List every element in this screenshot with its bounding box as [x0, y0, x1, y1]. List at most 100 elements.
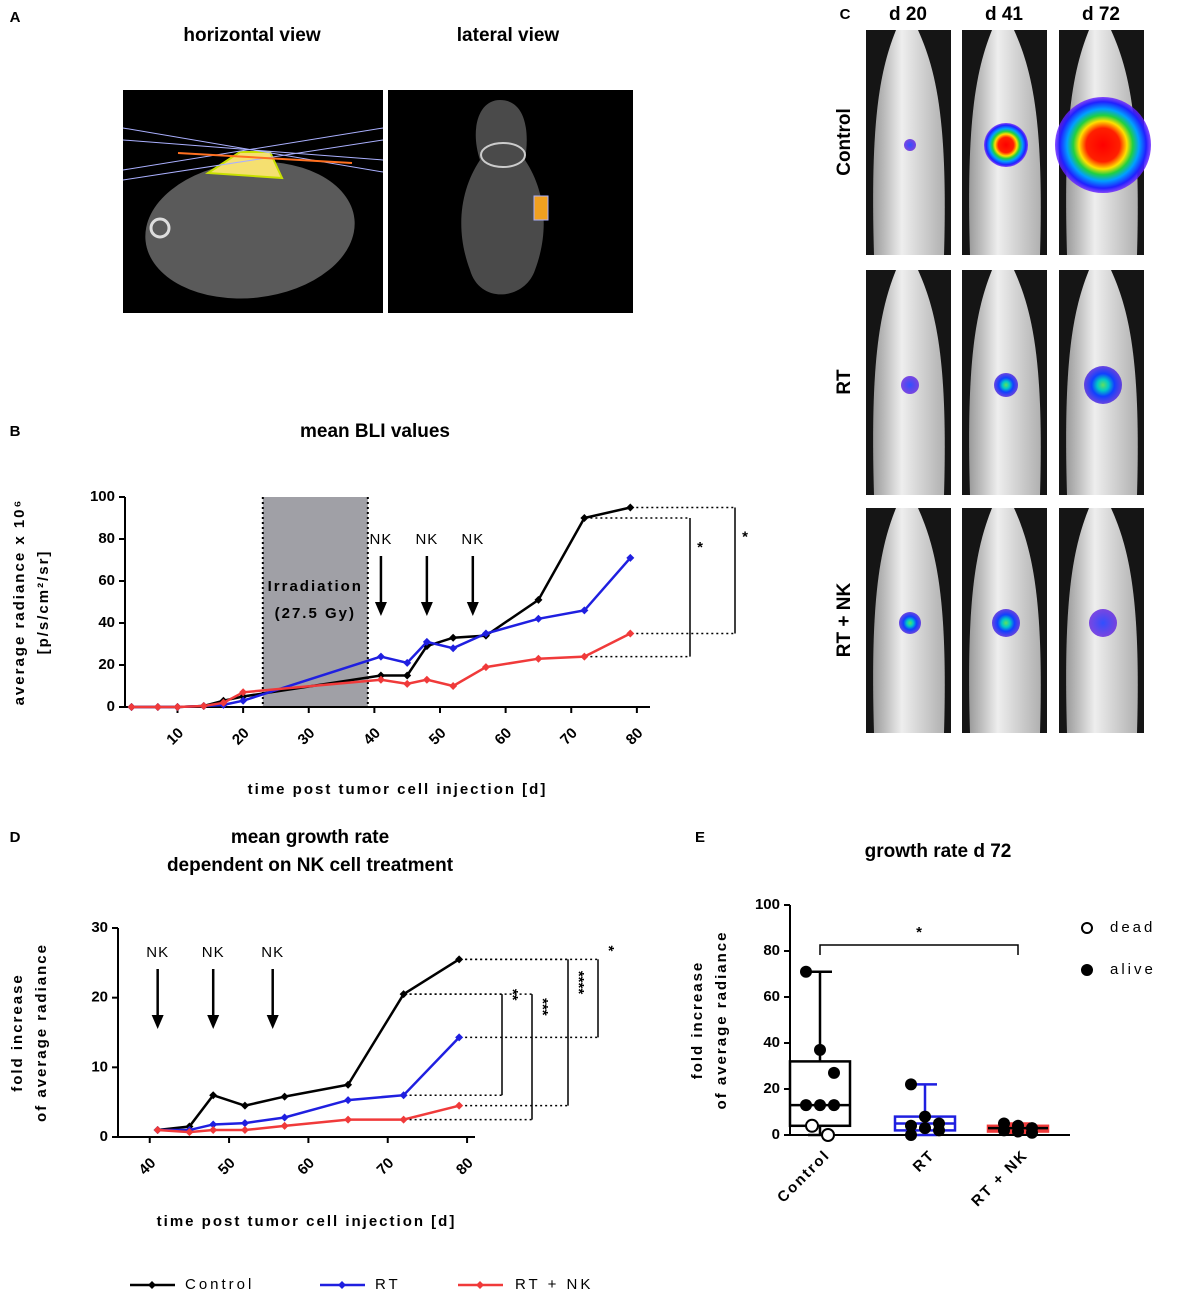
point-marker: [403, 658, 412, 667]
y-tick-label: 30: [91, 919, 108, 936]
x-axis-label: time post tumor cell injection [d]: [248, 781, 548, 798]
bli-images: [866, 30, 1151, 733]
y-tick-label: 20: [91, 989, 108, 1006]
x-tick-label: RT + NK: [968, 1147, 1031, 1210]
point-marker: [127, 703, 136, 711]
point-marker: [280, 1113, 289, 1122]
x-tick-label: 70: [557, 725, 581, 749]
bli-signal: [901, 376, 919, 394]
legend-label: RT + NK: [515, 1276, 593, 1293]
chart-title: mean growth rate: [231, 827, 389, 848]
isocenter-label: Isocenter: [224, 113, 286, 130]
point-marker: [239, 688, 248, 697]
nk-arrow-head: [151, 1015, 164, 1029]
point-marker: [449, 682, 458, 690]
point-marker: [173, 703, 182, 711]
legend-label: alive: [1110, 961, 1156, 978]
bli-signal: [984, 123, 1028, 167]
y-tick-label: 0: [100, 1128, 108, 1145]
series-line: [157, 958, 460, 1132]
dead-point: [805, 1118, 819, 1133]
significance-bracket: [819, 944, 1019, 955]
x-tick-label: 50: [426, 725, 450, 749]
alive-point: [800, 965, 812, 978]
y-axis-label: [p/s/cm²/sr]: [35, 550, 52, 655]
alive-point: [998, 1124, 1010, 1137]
series-line: [131, 632, 631, 709]
point-marker: [626, 553, 635, 562]
alive-point: [933, 1124, 945, 1137]
point-marker: [403, 671, 412, 680]
point-marker: [399, 990, 408, 999]
alive-point: [828, 1066, 840, 1079]
significance: ****: [570, 971, 587, 995]
x-tick-label: 70: [374, 1155, 398, 1179]
nk-label: NK: [370, 531, 393, 548]
alive-point: [1012, 1125, 1024, 1138]
y-tick-label: 10: [91, 1058, 108, 1075]
y-tick-label: 100: [755, 896, 780, 913]
y-tick-label: 20: [763, 1080, 780, 1097]
legend-label: Control: [185, 1276, 254, 1293]
nk-label: NK: [202, 944, 225, 961]
legend-label: dead: [1110, 919, 1155, 936]
legend-marker: [1081, 922, 1093, 934]
y-tick-label: 80: [763, 942, 780, 959]
point-marker: [240, 1119, 249, 1128]
time-label: d 41: [985, 4, 1023, 25]
x-tick-label: 60: [294, 1155, 318, 1179]
nk-arrow-head: [420, 602, 433, 616]
x-tick-label: 40: [360, 725, 384, 749]
point-marker: [534, 595, 543, 604]
point-marker: [153, 1126, 162, 1135]
point-marker: [240, 1101, 249, 1110]
panel-label: C: [840, 6, 851, 23]
y-axis-label: fold increase: [9, 973, 26, 1092]
y-tick-label: 60: [98, 572, 115, 589]
x-tick-label: 10: [163, 725, 187, 749]
panel-label: D: [10, 829, 21, 846]
nk-label: NK: [461, 531, 484, 548]
view-title: horizontal view: [183, 25, 320, 46]
point-marker: [399, 1115, 408, 1124]
y-tick-label: 0: [107, 698, 115, 715]
point-marker: [455, 1101, 464, 1110]
nk-arrow-head: [207, 1015, 220, 1029]
point-marker: [209, 1091, 218, 1100]
point-marker: [534, 614, 543, 623]
ct-body: [145, 161, 355, 299]
x-tick-label: RT: [910, 1147, 939, 1176]
x-tick-label: 80: [623, 725, 647, 749]
alive-point: [905, 1078, 917, 1091]
point-marker: [239, 696, 248, 705]
legend-marker: [1081, 964, 1093, 976]
significance: *: [916, 924, 922, 941]
time-label: d 72: [1082, 4, 1120, 25]
point-marker: [422, 675, 431, 684]
point-marker: [481, 663, 490, 672]
nk-arrow-head: [266, 1015, 279, 1029]
band-label: (27.5 Gy): [275, 605, 356, 622]
y-axis-label: average radiance x 10⁶: [11, 499, 28, 706]
point-marker: [153, 703, 162, 711]
band-label: Irradiation: [268, 578, 363, 595]
nk-label: NK: [146, 944, 169, 961]
x-axis-label: time post tumor cell injection [d]: [157, 1213, 457, 1230]
point-marker: [219, 698, 228, 707]
time-label: d 20: [889, 4, 927, 25]
legend-marker: [338, 1281, 346, 1289]
y-axis-label: of average radiance: [33, 943, 50, 1122]
ct-bone: [149, 217, 171, 239]
ct-tumor: [533, 195, 549, 221]
point-marker: [422, 637, 431, 646]
x-tick-label: 80: [453, 1155, 477, 1179]
point-marker: [209, 1126, 218, 1135]
point-marker: [344, 1080, 353, 1089]
point-marker: [344, 1115, 353, 1124]
point-marker: [280, 1121, 289, 1130]
point-marker: [185, 1128, 194, 1137]
x-tick-label: 20: [229, 725, 253, 749]
group-label: RT: [834, 369, 855, 395]
y-tick-label: 40: [98, 614, 115, 631]
point-marker: [403, 679, 412, 688]
